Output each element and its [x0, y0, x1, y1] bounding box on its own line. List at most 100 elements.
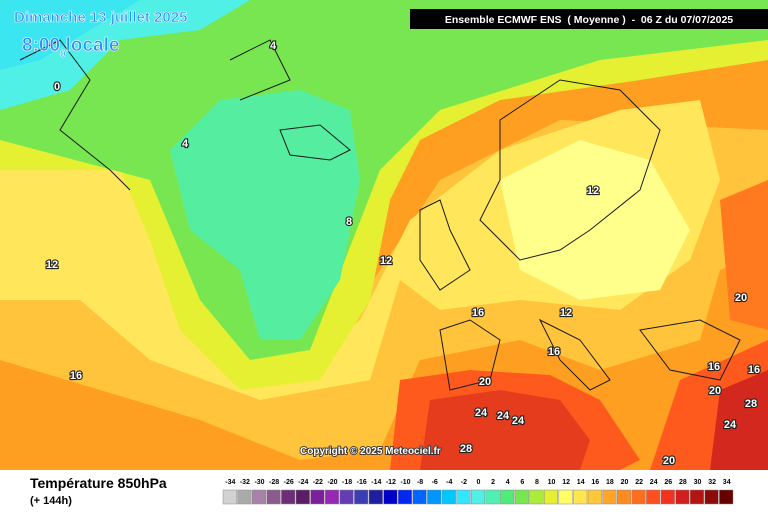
- scale-swatch: [719, 489, 734, 505]
- color-scale: -34 -32 -30 -28 -26 -24 -22 -20 -18 -16 -14 -12 -10-…: [222, 479, 734, 505]
- scale-swatch: [339, 489, 354, 505]
- contour-label: 16: [472, 307, 484, 319]
- contour-label: 0: [54, 81, 60, 93]
- scale-label: 24: [650, 479, 658, 486]
- scale-label: 26: [664, 479, 672, 486]
- scale-label: 0: [477, 479, 481, 486]
- scale-swatch: [281, 489, 296, 505]
- scale-swatch: [616, 489, 632, 505]
- scale-swatch: [543, 489, 559, 505]
- contour-label: 16: [548, 346, 560, 358]
- scale-label: 12: [562, 479, 570, 486]
- scale-label: 14: [577, 479, 585, 486]
- scale-swatch: [456, 489, 471, 505]
- scale-label: 22: [635, 479, 643, 486]
- scale-label: -22: [313, 479, 323, 486]
- contour-label: 28: [745, 398, 757, 410]
- scale-label: -20: [327, 479, 337, 486]
- contour-label: 20: [709, 385, 721, 397]
- scale-label: 32: [708, 479, 716, 486]
- scale-label: 28: [679, 479, 687, 486]
- contour-label: 24: [724, 419, 737, 431]
- scale-swatch: [324, 489, 340, 505]
- scale-swatch: [558, 489, 573, 505]
- scale-label: -34: [225, 479, 235, 486]
- contour-label: 24: [497, 410, 510, 422]
- scale-label: 4: [506, 479, 510, 486]
- contour-label: 20: [479, 376, 491, 388]
- scale-swatch: [485, 489, 500, 505]
- scale-swatch: [222, 489, 237, 505]
- scale-swatch: [675, 489, 690, 505]
- scale-swatch: [602, 489, 617, 505]
- scale-swatch: [397, 489, 413, 505]
- scale-label: -30: [254, 479, 264, 486]
- scale-label: -32: [240, 479, 250, 486]
- scale-label: -26: [284, 479, 294, 486]
- contour-label: 24: [475, 407, 488, 419]
- contour-label: 28: [460, 443, 472, 455]
- contour-label: 20: [735, 292, 747, 304]
- scale-swatch: [689, 489, 705, 505]
- contour-label: 16: [708, 361, 720, 373]
- scale-label: -16: [357, 479, 367, 486]
- scale-label: -4: [446, 479, 452, 486]
- scale-swatch: [631, 489, 646, 505]
- scale-label: -6: [432, 479, 438, 486]
- contour-label: 4: [270, 40, 277, 52]
- scale-swatch: [266, 489, 281, 505]
- contour-label: 12: [380, 255, 392, 267]
- scale-swatch: [573, 489, 588, 505]
- scale-swatch: [412, 489, 427, 505]
- map-field: [0, 0, 768, 470]
- scale-swatch: [660, 489, 675, 505]
- scale-swatch: [237, 489, 252, 505]
- scale-label: -8: [417, 479, 423, 486]
- scale-swatch: [529, 489, 544, 505]
- lead-time: (+ 144h): [30, 495, 72, 507]
- contour-label: 8: [346, 216, 352, 228]
- time-title: 8:000locale: [22, 35, 119, 60]
- copyright: Copyright © 2025 Meteociel.fr: [300, 446, 441, 457]
- scale-label: -12: [386, 479, 396, 486]
- contour-label: 12: [560, 307, 572, 319]
- scale-label: -10: [400, 479, 410, 486]
- scale-swatch: [646, 489, 661, 505]
- scale-swatch: [295, 489, 310, 505]
- scale-label: 16: [591, 479, 599, 486]
- scale-swatch: [427, 489, 442, 505]
- scale-swatch: [587, 489, 602, 505]
- scale-swatch: [383, 489, 398, 505]
- scale-swatch: [368, 489, 383, 505]
- scale-label: 30: [694, 479, 702, 486]
- header-box: [410, 9, 768, 29]
- variable-title: Température 850hPa: [30, 475, 167, 491]
- scale-swatch: [354, 489, 369, 505]
- scale-label: -2: [461, 479, 467, 486]
- scale-swatch: [470, 489, 486, 505]
- scale-swatch: [310, 489, 325, 505]
- model-info: Ensemble ECMWF ENS ( Moyenne ) - 06 Z du…: [445, 14, 733, 26]
- scale-label: -18: [342, 479, 352, 486]
- scale-swatch: [251, 489, 267, 505]
- scale-swatch: [500, 489, 515, 505]
- scale-label: 8: [535, 479, 539, 486]
- scale-swatch: [514, 489, 529, 505]
- scale-label: -24: [298, 479, 308, 486]
- scale-label: 2: [491, 479, 495, 486]
- scale-label: -28: [269, 479, 279, 486]
- scale-label: 20: [621, 479, 629, 486]
- contour-label: 16: [748, 364, 760, 376]
- time-suffix: locale: [66, 35, 120, 56]
- scale-label: -14: [371, 479, 381, 486]
- contour-label: 4: [182, 138, 189, 150]
- contour-label: 24: [512, 415, 525, 427]
- time: 8:00: [22, 35, 60, 56]
- contour-label: 12: [587, 185, 599, 197]
- contour-label: 12: [46, 259, 58, 271]
- contour-label: 16: [70, 370, 82, 382]
- scale-label: 18: [606, 479, 614, 486]
- scale-label: 10: [548, 479, 556, 486]
- time-sub: 0: [60, 49, 66, 60]
